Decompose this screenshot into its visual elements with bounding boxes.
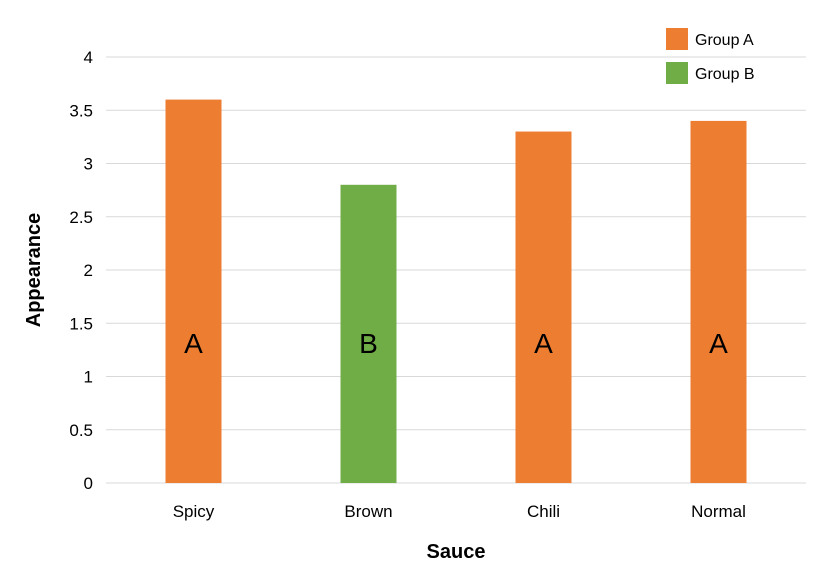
y-tick-label: 4	[84, 48, 93, 67]
y-tick-label: 2	[84, 261, 93, 280]
y-tick-label: 3.5	[69, 101, 93, 120]
legend-label: Group A	[695, 32, 754, 49]
y-axis-ticks: 0 0.5 1 1.5 2 2.5 3 3.5 4	[69, 48, 93, 493]
y-tick-label: 0.5	[69, 421, 93, 440]
x-tick-label: Normal	[691, 502, 746, 521]
y-tick-label: 0	[84, 474, 93, 493]
legend-label: Group B	[695, 66, 755, 83]
bar-group-label: A	[184, 328, 203, 359]
gridlines	[106, 56, 806, 484]
x-axis-title: Sauce	[427, 541, 486, 563]
bars	[165, 99, 747, 484]
legend: Group A Group B	[666, 28, 755, 84]
bar	[515, 131, 572, 484]
bar-group-label: A	[709, 328, 728, 359]
y-axis-title: Appearance	[23, 213, 45, 328]
x-axis-ticks: Spicy Brown Chili Normal	[173, 502, 746, 521]
x-tick-label: Brown	[344, 502, 392, 521]
y-tick-label: 1	[84, 368, 93, 387]
bar	[165, 99, 222, 483]
y-tick-label: 2.5	[69, 208, 93, 227]
legend-swatch	[666, 62, 688, 84]
bar-group-label: A	[534, 328, 553, 359]
y-tick-label: 3	[84, 155, 93, 174]
bar	[690, 120, 747, 484]
x-tick-label: Spicy	[173, 502, 215, 521]
legend-swatch	[666, 28, 688, 50]
y-tick-label: 1.5	[69, 314, 93, 333]
bar	[340, 184, 397, 484]
x-tick-label: Chili	[527, 502, 560, 521]
bar-group-label: B	[359, 328, 378, 359]
